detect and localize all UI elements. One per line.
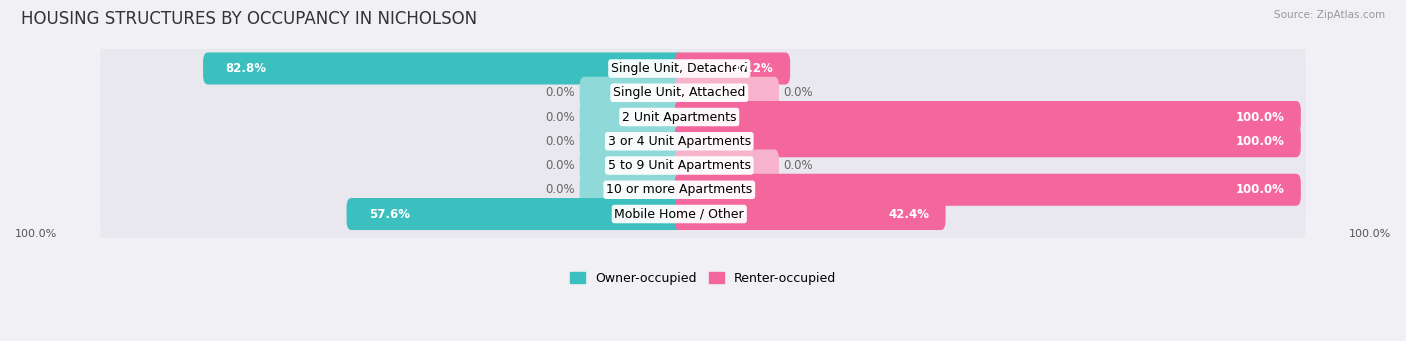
FancyBboxPatch shape xyxy=(100,28,1306,109)
Text: 5 to 9 Unit Apartments: 5 to 9 Unit Apartments xyxy=(607,159,751,172)
FancyBboxPatch shape xyxy=(579,149,685,181)
FancyBboxPatch shape xyxy=(100,125,1306,206)
FancyBboxPatch shape xyxy=(675,125,1301,157)
Text: 82.8%: 82.8% xyxy=(225,62,267,75)
FancyBboxPatch shape xyxy=(675,149,779,181)
Legend: Owner-occupied, Renter-occupied: Owner-occupied, Renter-occupied xyxy=(569,272,837,285)
Text: 57.6%: 57.6% xyxy=(370,208,411,221)
Text: 100.0%: 100.0% xyxy=(1348,229,1391,239)
FancyBboxPatch shape xyxy=(675,198,946,230)
FancyBboxPatch shape xyxy=(579,77,685,109)
Text: 0.0%: 0.0% xyxy=(546,183,575,196)
FancyBboxPatch shape xyxy=(100,101,1306,182)
Text: Single Unit, Detached: Single Unit, Detached xyxy=(612,62,748,75)
Text: 100.0%: 100.0% xyxy=(1236,135,1284,148)
FancyBboxPatch shape xyxy=(100,174,1306,254)
Text: 10 or more Apartments: 10 or more Apartments xyxy=(606,183,752,196)
FancyBboxPatch shape xyxy=(675,77,779,109)
Text: 17.2%: 17.2% xyxy=(733,62,773,75)
Text: Source: ZipAtlas.com: Source: ZipAtlas.com xyxy=(1274,10,1385,20)
Text: HOUSING STRUCTURES BY OCCUPANCY IN NICHOLSON: HOUSING STRUCTURES BY OCCUPANCY IN NICHO… xyxy=(21,10,477,28)
Text: 100.0%: 100.0% xyxy=(15,229,58,239)
Text: 0.0%: 0.0% xyxy=(546,135,575,148)
FancyBboxPatch shape xyxy=(675,174,1301,206)
Text: 42.4%: 42.4% xyxy=(889,208,929,221)
FancyBboxPatch shape xyxy=(100,149,1306,230)
Text: 3 or 4 Unit Apartments: 3 or 4 Unit Apartments xyxy=(607,135,751,148)
Text: 100.0%: 100.0% xyxy=(1236,110,1284,123)
Text: 0.0%: 0.0% xyxy=(783,159,813,172)
FancyBboxPatch shape xyxy=(202,53,685,85)
Text: 2 Unit Apartments: 2 Unit Apartments xyxy=(621,110,737,123)
FancyBboxPatch shape xyxy=(579,101,685,133)
Text: Single Unit, Attached: Single Unit, Attached xyxy=(613,86,745,99)
FancyBboxPatch shape xyxy=(100,52,1306,133)
Text: 0.0%: 0.0% xyxy=(546,86,575,99)
Text: 0.0%: 0.0% xyxy=(783,86,813,99)
Text: Mobile Home / Other: Mobile Home / Other xyxy=(614,208,744,221)
FancyBboxPatch shape xyxy=(579,125,685,157)
FancyBboxPatch shape xyxy=(346,198,685,230)
FancyBboxPatch shape xyxy=(675,53,790,85)
Text: 100.0%: 100.0% xyxy=(1236,183,1284,196)
FancyBboxPatch shape xyxy=(100,76,1306,158)
FancyBboxPatch shape xyxy=(675,101,1301,133)
Text: 0.0%: 0.0% xyxy=(546,110,575,123)
FancyBboxPatch shape xyxy=(579,174,685,206)
Text: 0.0%: 0.0% xyxy=(546,159,575,172)
